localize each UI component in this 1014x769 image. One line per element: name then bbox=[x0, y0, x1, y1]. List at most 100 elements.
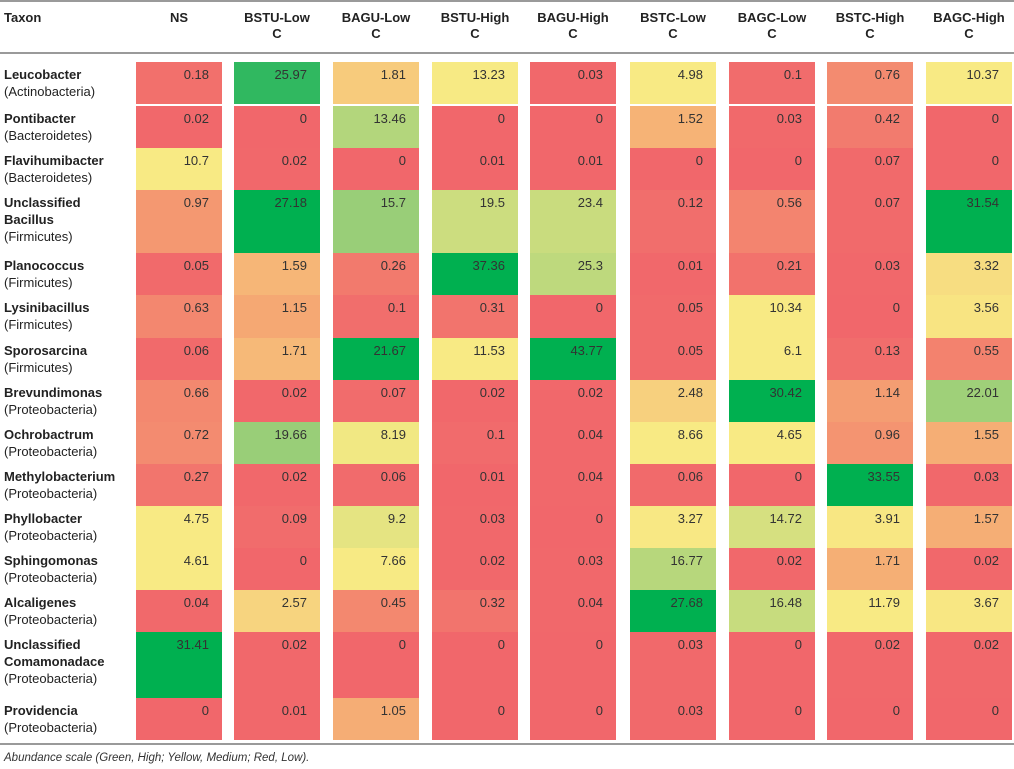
abundance-cell: 0.56 bbox=[729, 190, 815, 253]
row-label: Pontibacter (Bacteroidetes) bbox=[4, 110, 130, 144]
abundance-cell: 1.57 bbox=[926, 506, 1012, 548]
row-label: Alcaligenes (Proteobacteria) bbox=[4, 594, 130, 628]
taxon-name: Flavihumibacter bbox=[4, 153, 104, 168]
abundance-cell: 0 bbox=[926, 698, 1012, 740]
abundance-cell: 0.04 bbox=[530, 590, 616, 632]
abundance-cell: 0.07 bbox=[333, 380, 419, 422]
row-label: Leucobacter (Actinobacteria) bbox=[4, 66, 130, 100]
abundance-cell: 0 bbox=[827, 698, 913, 740]
abundance-cell: 13.46 bbox=[333, 106, 419, 148]
abundance-cell: 0.13 bbox=[827, 338, 913, 380]
abundance-cell: 11.53 bbox=[432, 338, 518, 380]
taxon-name: Pontibacter bbox=[4, 111, 76, 126]
abundance-cell: 4.61 bbox=[136, 548, 222, 590]
abundance-cell: 1.71 bbox=[827, 548, 913, 590]
abundance-cell: 0 bbox=[729, 464, 815, 506]
abundance-cell: 0.12 bbox=[630, 190, 716, 253]
header-bottom-rule bbox=[0, 52, 1014, 54]
abundance-cell: 14.72 bbox=[729, 506, 815, 548]
abundance-cell: 0 bbox=[530, 632, 616, 698]
phylum-name: (Proteobacteria) bbox=[4, 444, 98, 459]
abundance-cell: 0 bbox=[530, 698, 616, 740]
abundance-cell: 8.66 bbox=[630, 422, 716, 464]
abundance-cell: 0.03 bbox=[926, 464, 1012, 506]
phylum-name: (Proteobacteria) bbox=[4, 486, 98, 501]
header-bstc-high-c: BSTC-High C bbox=[835, 10, 905, 41]
taxon-name: Alcaligenes bbox=[4, 595, 77, 610]
abundance-cell: 0.01 bbox=[432, 148, 518, 190]
abundance-cell: 0.02 bbox=[432, 380, 518, 422]
abundance-cell: 6.1 bbox=[729, 338, 815, 380]
abundance-cell: 3.27 bbox=[630, 506, 716, 548]
abundance-cell: 13.23 bbox=[432, 62, 518, 104]
abundance-cell: 0.32 bbox=[432, 590, 518, 632]
header-bstc-low-c: BSTC-Low C bbox=[640, 10, 706, 41]
abundance-cell: 1.14 bbox=[827, 380, 913, 422]
table-top-rule bbox=[0, 0, 1014, 2]
phylum-name: (Bacteroidetes) bbox=[4, 170, 93, 185]
abundance-cell: 0.1 bbox=[432, 422, 518, 464]
abundance-cell: 1.05 bbox=[333, 698, 419, 740]
taxon-name: Methylobacterium bbox=[4, 469, 116, 484]
abundance-cell: 25.97 bbox=[234, 62, 320, 104]
row-label: Sphingomonas (Proteobacteria) bbox=[4, 552, 130, 586]
taxon-name: Leucobacter bbox=[4, 67, 82, 82]
abundance-cell: 0.01 bbox=[530, 148, 616, 190]
abundance-cell: 1.59 bbox=[234, 253, 320, 295]
abundance-cell: 0.01 bbox=[630, 253, 716, 295]
abundance-cell: 0 bbox=[530, 506, 616, 548]
abundance-cell: 0.07 bbox=[827, 190, 913, 253]
header-bagu-high-c: BAGU-High C bbox=[537, 10, 609, 41]
abundance-cell: 30.42 bbox=[729, 380, 815, 422]
phylum-name: (Proteobacteria) bbox=[4, 528, 98, 543]
abundance-cell: 1.15 bbox=[234, 295, 320, 338]
abundance-cell: 0.01 bbox=[432, 464, 518, 506]
abundance-cell: 15.7 bbox=[333, 190, 419, 253]
abundance-cell: 0.66 bbox=[136, 380, 222, 422]
header-taxon: Taxon bbox=[4, 10, 42, 25]
abundance-cell: 0.02 bbox=[827, 632, 913, 698]
taxon-name: Providencia bbox=[4, 703, 78, 718]
abundance-cell: 7.66 bbox=[333, 548, 419, 590]
abundance-cell: 0 bbox=[432, 632, 518, 698]
header-bstu-low-c: BSTU-Low C bbox=[244, 10, 310, 41]
header-bagc-high-c: BAGC-High C bbox=[933, 10, 1005, 41]
abundance-cell: 0 bbox=[234, 548, 320, 590]
abundance-cell: 25.3 bbox=[530, 253, 616, 295]
abundance-cell: 0.76 bbox=[827, 62, 913, 104]
abundance-cell: 0.03 bbox=[530, 62, 616, 104]
abundance-cell: 0 bbox=[432, 698, 518, 740]
abundance-cell: 0.05 bbox=[136, 253, 222, 295]
abundance-cell: 0.02 bbox=[432, 548, 518, 590]
row-label: Phyllobacter (Proteobacteria) bbox=[4, 510, 130, 544]
abundance-cell: 0.03 bbox=[432, 506, 518, 548]
abundance-cell: 0.09 bbox=[234, 506, 320, 548]
row-label: Brevundimonas (Proteobacteria) bbox=[4, 384, 130, 418]
abundance-cell: 27.18 bbox=[234, 190, 320, 253]
abundance-cell: 16.77 bbox=[630, 548, 716, 590]
phylum-name: (Proteobacteria) bbox=[4, 570, 98, 585]
abundance-cell: 22.01 bbox=[926, 380, 1012, 422]
abundance-cell: 21.67 bbox=[333, 338, 419, 380]
abundance-cell: 33.55 bbox=[827, 464, 913, 506]
abundance-cell: 0.72 bbox=[136, 422, 222, 464]
abundance-cell: 0.27 bbox=[136, 464, 222, 506]
abundance-cell: 3.56 bbox=[926, 295, 1012, 338]
phylum-name: (Bacteroidetes) bbox=[4, 128, 93, 143]
abundance-cell: 0.02 bbox=[234, 380, 320, 422]
abundance-cell: 0.06 bbox=[333, 464, 419, 506]
abundance-cell: 0 bbox=[432, 106, 518, 148]
abundance-cell: 1.71 bbox=[234, 338, 320, 380]
phylum-name: (Proteobacteria) bbox=[4, 612, 98, 627]
abundance-cell: 31.41 bbox=[136, 632, 222, 698]
phylum-name: (Proteobacteria) bbox=[4, 671, 98, 686]
abundance-cell: 3.91 bbox=[827, 506, 913, 548]
abundance-cell: 0.97 bbox=[136, 190, 222, 253]
abundance-cell: 0.04 bbox=[530, 464, 616, 506]
abundance-cell: 0 bbox=[530, 106, 616, 148]
abundance-cell: 0.02 bbox=[926, 548, 1012, 590]
row-label: Sporosarcina (Firmicutes) bbox=[4, 342, 130, 376]
abundance-cell: 10.37 bbox=[926, 62, 1012, 104]
abundance-cell: 0.03 bbox=[630, 698, 716, 740]
phylum-name: (Firmicutes) bbox=[4, 229, 73, 244]
